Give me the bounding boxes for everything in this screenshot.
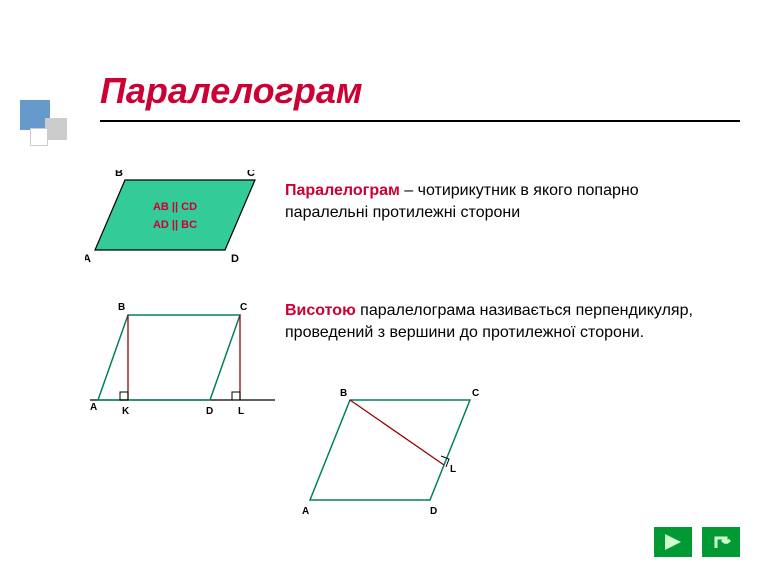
term-height: Висотою	[285, 302, 356, 319]
figure-parallelogram-filled: A B C D AB || CD AD || BC	[85, 170, 265, 265]
svg-text:L: L	[238, 406, 244, 417]
title-text: Паралелограм	[100, 70, 363, 111]
deco-square	[45, 118, 67, 140]
svg-text:D: D	[231, 253, 239, 265]
term-parallelogram: Паралелограм	[285, 182, 400, 199]
next-button[interactable]	[654, 527, 692, 557]
svg-text:B: B	[115, 170, 123, 179]
svg-text:K: K	[122, 406, 130, 417]
nav-buttons	[654, 527, 740, 557]
definition-height: Висотою паралелограма називається перпен…	[285, 300, 735, 343]
svg-text:C: C	[240, 302, 247, 313]
svg-text:D: D	[430, 506, 437, 517]
svg-text:A: A	[90, 402, 97, 413]
svg-text:C: C	[247, 170, 255, 179]
page-title: Паралелограм	[100, 70, 363, 112]
return-icon	[710, 533, 732, 551]
svg-text:AD || BC: AD || BC	[153, 219, 197, 231]
return-button[interactable]	[702, 527, 740, 557]
title-underline	[100, 120, 740, 122]
svg-text:L: L	[450, 464, 456, 475]
svg-text:C: C	[472, 388, 479, 399]
play-icon	[663, 533, 683, 551]
svg-text:AB || CD: AB || CD	[153, 201, 197, 213]
definition-parallelogram: Паралелограм – чотирикутник в якого попа…	[285, 180, 705, 223]
svg-text:A: A	[302, 506, 309, 517]
figure-parallelogram-height-side: A B C D L	[300, 380, 490, 520]
figure-parallelogram-heights-base: A B C D K L	[90, 300, 280, 430]
svg-text:B: B	[118, 302, 125, 313]
svg-text:D: D	[206, 406, 213, 417]
deco-square	[30, 128, 48, 146]
svg-text:A: A	[85, 253, 91, 265]
svg-text:B: B	[340, 388, 347, 399]
